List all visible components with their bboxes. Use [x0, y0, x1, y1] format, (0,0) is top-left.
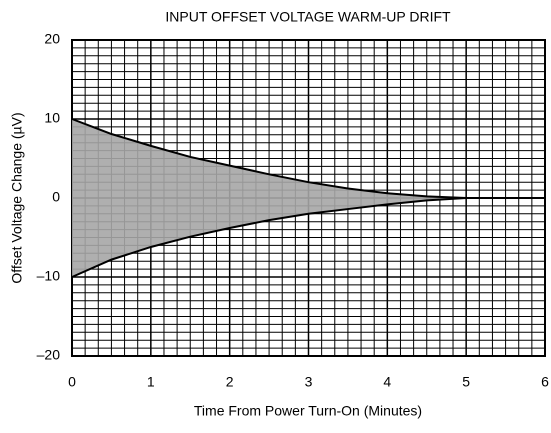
x-tick-label: 6 [541, 374, 549, 390]
x-tick-label: 0 [68, 374, 76, 390]
x-tick-label: 4 [383, 374, 391, 390]
envelope-fill [72, 119, 545, 277]
y-tick-label: –20 [37, 347, 61, 363]
x-tick-label: 1 [147, 374, 155, 390]
y-tick-label: 10 [44, 110, 60, 126]
y-axis-label: Offset Voltage Change (µV) [9, 112, 25, 283]
x-tick-label: 3 [305, 374, 313, 390]
x-tick-label: 5 [462, 374, 470, 390]
x-axis-label: Time From Power Turn-On (Minutes) [194, 403, 422, 419]
y-tick-label: –10 [37, 268, 61, 284]
y-tick-label: 20 [44, 31, 60, 47]
y-tick-label: 0 [52, 189, 60, 205]
chart-title: INPUT OFFSET VOLTAGE WARM-UP DRIFT [165, 9, 451, 25]
envelope-line [71, 197, 545, 278]
x-tick-label: 2 [226, 374, 234, 390]
